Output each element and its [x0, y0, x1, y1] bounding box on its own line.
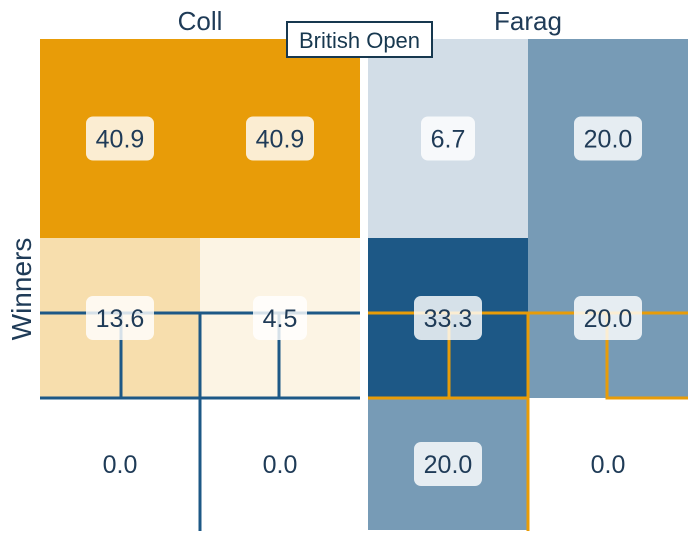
- cell-value-label: 20.0: [584, 305, 633, 333]
- cell-value-label: 33.3: [424, 305, 473, 333]
- cell-labels: 40.9 40.9 13.6 4.5 0.0 0.0 6.7 20.0 33.3 20.0 20.0…: [86, 116, 642, 486]
- cell-label-badge: [574, 296, 642, 340]
- cell-value-label: 40.9: [96, 126, 145, 154]
- panel-title-farag: Farag: [494, 6, 562, 36]
- cell-label-badge: [253, 296, 307, 340]
- cell-label-badge: [86, 116, 154, 161]
- cell-value-label: 6.7: [431, 126, 466, 154]
- cell-value-label: 20.0: [584, 126, 633, 154]
- chart-title-box: British Open: [286, 21, 433, 58]
- cell-label-badge: [246, 116, 314, 161]
- cell-value-label: 40.9: [256, 126, 305, 154]
- cell-value-label: 0.0: [103, 451, 138, 479]
- panel-title-coll: Coll: [178, 6, 223, 36]
- cell-label-badge: [86, 296, 154, 340]
- cell-value-label: 13.6: [96, 305, 145, 333]
- cell-label-badge: [414, 296, 482, 340]
- panel-separator: [360, 39, 368, 531]
- cell-label-badge: [414, 442, 482, 486]
- heatmap-cell-farag-r2-c1: [528, 398, 688, 530]
- y-axis-label: Winners: [6, 238, 37, 341]
- cell-value-label: 4.5: [263, 305, 298, 333]
- farag-bracket-right: [605, 313, 688, 400]
- heatmap-cell-coll-r2-c1: [200, 398, 360, 530]
- cell-value-label: 20.0: [424, 451, 473, 479]
- coll-bracket-right: [277, 313, 360, 400]
- cell-label-badge: [574, 116, 642, 161]
- cell-label-badge: [421, 116, 475, 161]
- heatmap-cell-coll-r2-c0: [40, 398, 200, 530]
- chart-title: British Open: [299, 28, 420, 53]
- cell-value-label: 0.0: [263, 451, 298, 479]
- cell-value-label: 0.0: [591, 451, 626, 479]
